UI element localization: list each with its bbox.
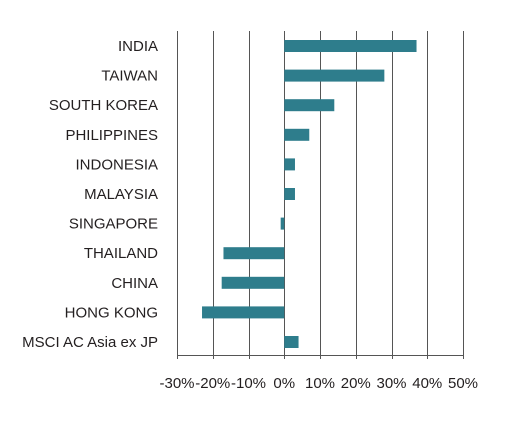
x-tick-label: -20% [195,375,230,392]
bar [284,128,310,141]
bar [284,188,295,200]
bar [284,158,295,171]
x-tick-label: 0% [273,375,295,392]
bar [284,99,335,112]
category-label: INDONESIA [75,156,158,173]
grid-layer [177,31,464,359]
category-label: INDIA [118,38,158,55]
x-tick-label: 30% [376,375,406,392]
bar [202,306,285,319]
category-label: TAIWAN [101,68,158,85]
category-label: CHINA [111,275,158,292]
x-tick-label: -10% [231,375,266,392]
category-label: THAILAND [84,245,158,262]
bar [284,69,385,82]
bar-layer [202,40,417,348]
bar [280,217,285,230]
x-tick-label: 10% [305,375,335,392]
category-label: SOUTH KOREA [49,97,158,114]
x-tick-label: 40% [412,375,442,392]
bar [221,276,285,289]
x-tick-label: -30% [159,375,194,392]
category-label: HONG KONG [65,304,158,321]
bar [223,247,285,260]
x-tick-label: 20% [341,375,371,392]
category-label: MALAYSIA [84,186,158,203]
bar [284,40,417,52]
category-label: SINGAPORE [69,216,158,233]
bar [284,336,299,348]
category-label: MSCI AC Asia ex JP [22,334,158,351]
x-tick-label: 50% [448,375,478,392]
label-layer: -30% -20% -10% 0% 10% 20% 30% 40% 50% INDIA TAIWAN… [22,38,478,392]
category-label: PHILIPPINES [65,127,158,144]
